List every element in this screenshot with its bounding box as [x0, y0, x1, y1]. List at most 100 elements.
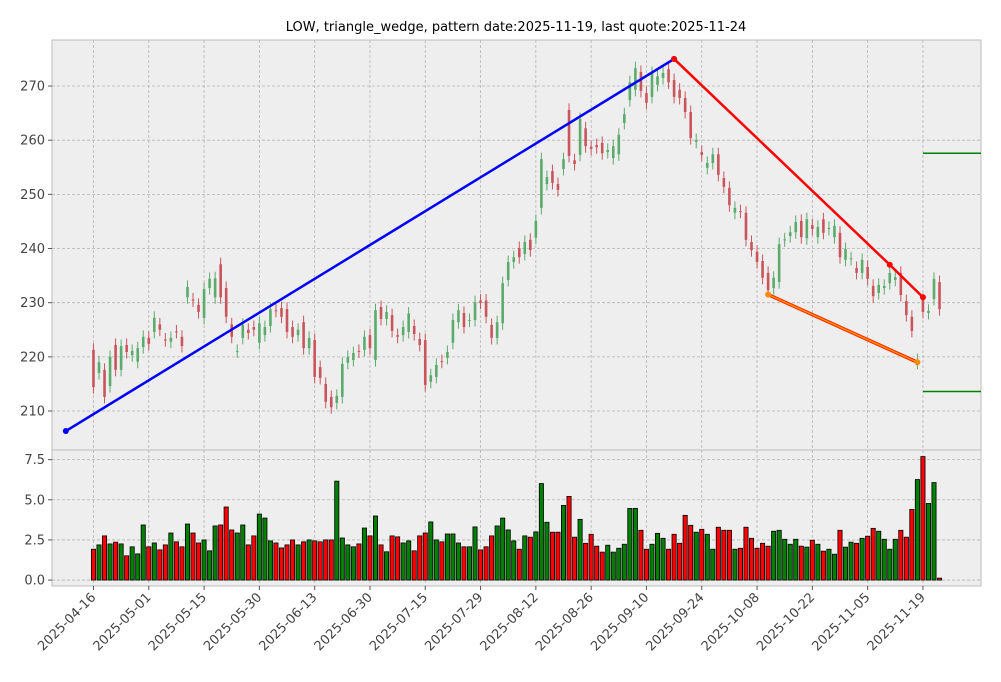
- volume-bar: [168, 532, 174, 581]
- candle-body-down: [600, 142, 604, 154]
- volume-bar: [267, 540, 273, 581]
- volume-bar: [887, 548, 893, 581]
- lower-wedge-line-point: [914, 359, 921, 366]
- volume-bar: [632, 508, 638, 581]
- candle-body-up: [473, 302, 477, 321]
- volume-bar: [643, 548, 649, 581]
- volume-bar: [870, 527, 876, 581]
- candle-body-up: [97, 362, 101, 374]
- volume-bar: [699, 528, 705, 581]
- volume-bar: [616, 547, 622, 581]
- volume-bar: [837, 529, 843, 581]
- volume-bar: [489, 535, 495, 581]
- candle-body-up: [606, 149, 610, 153]
- candle-body-down: [114, 344, 117, 370]
- volume-bar: [118, 543, 124, 581]
- volume-bar: [776, 529, 782, 581]
- volume-bar: [677, 542, 683, 581]
- candle-body-down: [147, 337, 151, 344]
- volume-bar: [682, 514, 688, 581]
- candle-body-up: [849, 258, 853, 260]
- candle-body-down: [92, 349, 95, 388]
- volume-bar: [914, 479, 920, 581]
- volume-bar: [433, 539, 439, 581]
- candle-body-up: [263, 327, 267, 336]
- volume-bar: [909, 509, 915, 581]
- volume-bar: [140, 524, 146, 581]
- volume-bar: [743, 526, 749, 581]
- volume-bar: [544, 521, 550, 581]
- candle-body-up: [927, 310, 930, 313]
- candle-body-up: [733, 207, 737, 213]
- candle-body-down: [318, 367, 322, 378]
- volume-bar: [843, 546, 849, 581]
- candle-body-up: [153, 317, 156, 332]
- volume-bar: [184, 523, 190, 581]
- candle-body-down: [197, 304, 200, 312]
- volume-tick-label: 2.5: [24, 533, 45, 548]
- volume-tick-label: 5.0: [24, 493, 45, 508]
- volume-bar: [262, 517, 268, 581]
- candle-body-up: [816, 226, 820, 238]
- volume-bar: [240, 524, 246, 581]
- candle-body-down: [164, 339, 167, 341]
- candle-body-up: [617, 134, 621, 155]
- candle-body-up: [269, 309, 272, 326]
- x-tick-label: 2025-06-30: [312, 590, 376, 654]
- candle-body-down: [689, 112, 692, 139]
- volume-bar: [306, 539, 312, 581]
- volume-bar: [848, 541, 854, 581]
- volume-bar: [201, 539, 207, 581]
- lower-wedge-line: [767, 293, 918, 363]
- candle-body-down: [645, 93, 648, 103]
- volume-bar: [129, 546, 135, 581]
- x-tick-label: 2025-09-10: [588, 590, 652, 654]
- price-tick-label: 260: [20, 134, 45, 149]
- volume-bar: [798, 545, 804, 581]
- x-tick-label: 2025-06-13: [256, 590, 320, 654]
- volume-bar: [367, 535, 373, 581]
- candle-body-down: [717, 154, 720, 175]
- candle-body-down: [556, 184, 560, 191]
- candle-body-down: [700, 152, 704, 155]
- volume-bar: [245, 544, 251, 581]
- candle-body-down: [158, 324, 162, 330]
- volume-bar: [749, 537, 755, 581]
- volume-bar: [561, 504, 567, 581]
- x-tick-label: 2025-07-15: [367, 590, 431, 654]
- candle-body-down: [766, 272, 770, 291]
- volume-bar: [472, 526, 478, 581]
- volume-bar: [693, 531, 699, 581]
- volume-bar: [688, 524, 694, 581]
- candle-body-down: [722, 178, 726, 187]
- x-tick-label: 2025-11-19: [865, 590, 929, 654]
- candle-body-down: [728, 187, 731, 206]
- volume-bar: [505, 529, 511, 581]
- candle-body-down: [567, 109, 571, 156]
- candle-body-down: [484, 300, 488, 317]
- candle-body-down: [755, 251, 759, 263]
- volume-bar: [710, 548, 716, 581]
- candle-body-up: [694, 140, 698, 142]
- x-tick-label: 2025-11-05: [809, 590, 873, 654]
- volume-bar: [135, 553, 141, 581]
- volume-bar: [538, 483, 544, 581]
- pattern-lines: [62, 55, 981, 435]
- price-tick-label: 250: [20, 188, 45, 203]
- volume-bar: [173, 541, 179, 581]
- volume-bar: [190, 532, 196, 581]
- candle-body-up: [877, 284, 880, 293]
- candle-body-up: [446, 351, 449, 358]
- candle-body-up: [794, 221, 798, 233]
- candle-body-up: [562, 159, 565, 169]
- volume-bar: [256, 513, 262, 581]
- candle-body-up: [512, 257, 516, 263]
- candle-body-down: [573, 160, 576, 165]
- volume-bar: [704, 533, 710, 581]
- candle-body-up: [136, 348, 140, 362]
- volume-bar: [395, 536, 401, 581]
- resistance-line-point: [886, 261, 893, 268]
- volume-bar: [411, 550, 417, 581]
- candle-body-down: [423, 340, 427, 386]
- volume-bar: [483, 546, 489, 581]
